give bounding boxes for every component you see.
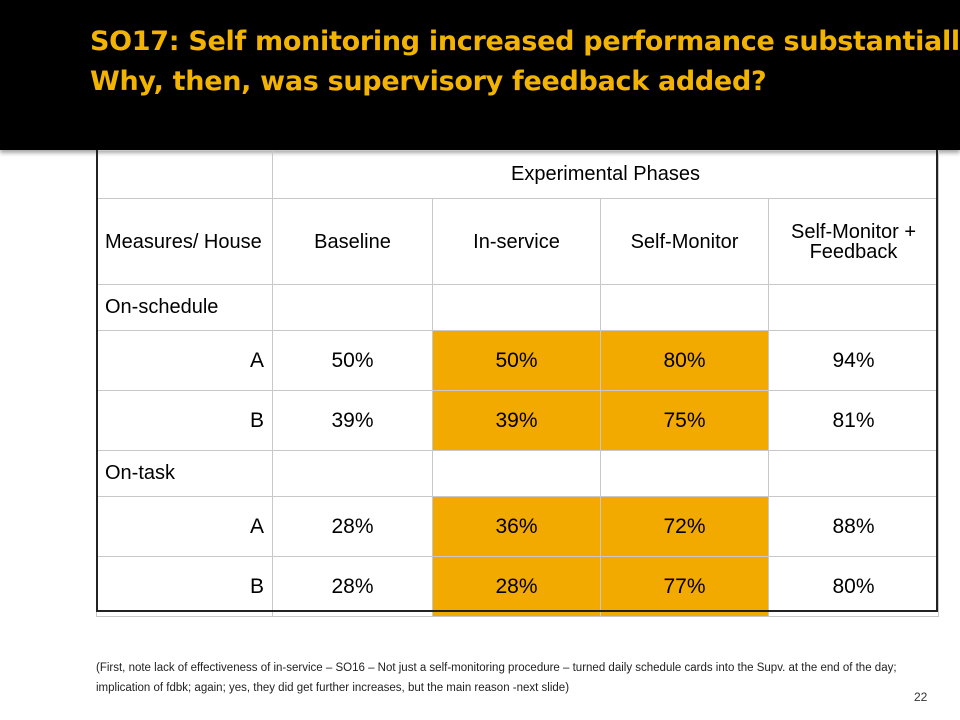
value-cell: 80% [767, 556, 940, 617]
speaker-note: (First, note lack of effectiveness of in… [96, 662, 897, 694]
value-cell: 88% [767, 496, 940, 557]
empty-cell [600, 284, 769, 331]
empty-cell [272, 450, 433, 497]
value-cell: 39% [432, 390, 601, 451]
house-cell: A [96, 330, 273, 391]
value-cell: 77% [600, 556, 769, 617]
value-cell: 80% [600, 330, 769, 391]
column-header-baseline: Baseline [272, 198, 433, 285]
value-cell: 50% [272, 330, 433, 391]
table-frame [96, 150, 938, 612]
house-cell: B [96, 390, 273, 451]
empty-cell [432, 284, 601, 331]
title-bar: SO17: Self monitoring increased performa… [0, 0, 960, 150]
slide-title: SO17: Self monitoring increased performa… [90, 22, 960, 102]
value-cell: 36% [432, 496, 601, 557]
empty-cell [767, 450, 940, 497]
empty-cell [272, 284, 433, 331]
value-cell: 28% [432, 556, 601, 617]
table-row: A 50% 50% 80% 94% [96, 330, 940, 391]
column-header-row: Measures/ House Baseline In-service Self… [96, 198, 940, 285]
section-label: On-schedule [96, 284, 273, 331]
column-header-self-monitor-feedback: Self-Monitor + Feedback [767, 198, 940, 285]
slide-title-line-1: SO17: Self monitoring increased performa… [90, 26, 960, 57]
value-cell: 50% [432, 330, 601, 391]
table-row: A 28% 36% 72% 88% [96, 496, 940, 557]
value-cell: 28% [272, 496, 433, 557]
value-cell: 72% [600, 496, 769, 557]
slide-title-line-2: Why, then, was supervisory feedback adde… [90, 66, 767, 97]
page-number: 22 [914, 690, 928, 704]
value-cell: 75% [600, 390, 769, 451]
results-table: Experimental Phases Measures/ House Base… [96, 150, 940, 617]
table-row: B 39% 39% 75% 81% [96, 390, 940, 451]
section-row-on-schedule: On-schedule [96, 284, 940, 331]
value-cell: 28% [272, 556, 433, 617]
house-cell: B [96, 556, 273, 617]
value-cell: 94% [767, 330, 940, 391]
value-cell: 81% [767, 390, 940, 451]
empty-cell [767, 284, 940, 331]
table-row: B 28% 28% 77% 80% [96, 556, 940, 617]
